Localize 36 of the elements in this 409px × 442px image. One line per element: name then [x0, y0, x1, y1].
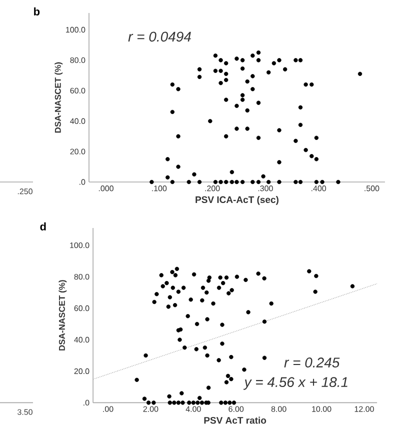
- y-tick-label: 100.0: [70, 242, 90, 248]
- annotation: r = 0.0494: [128, 32, 191, 42]
- x-tick-label: 12.00: [354, 406, 374, 412]
- x-tick-label: 10.00: [312, 406, 332, 412]
- x-tick-label: 6.00: [228, 406, 244, 412]
- x-axis-title: PSV AcT ratio: [204, 416, 266, 424]
- x-tick-label: 8.00: [271, 406, 286, 412]
- y-tick-label: 80.0: [74, 274, 90, 280]
- x-axis-title: PSV ICA-AcT (sec): [196, 196, 278, 205]
- x-tick-label: .300: [258, 186, 273, 192]
- x-tick-label: 2.00: [143, 406, 158, 412]
- chart-title: b: [34, 7, 40, 16]
- text: .250: [18, 188, 32, 194]
- x-tick-label: .100: [152, 186, 167, 192]
- x-tick-label: .400: [312, 186, 326, 192]
- text: 3.50: [18, 409, 32, 415]
- x-tick-label: 4.00: [186, 406, 201, 412]
- y-tick-label: .0: [80, 179, 86, 185]
- y-tick-label: 60.0: [74, 305, 90, 312]
- x-tick-label: .000: [98, 186, 114, 192]
- y-tick-label: 40.0: [74, 336, 90, 343]
- y-axis-title: DSA-NASCET (%): [54, 62, 63, 133]
- annotation: r = 0.245: [284, 358, 340, 368]
- chart-title: d: [40, 222, 46, 230]
- x-tick-label: .500: [364, 186, 380, 192]
- y-tick-label: 40.0: [70, 118, 86, 124]
- y-tick-label: 100.0: [66, 26, 86, 33]
- x-tick-label: .00: [103, 406, 114, 412]
- y-tick-label: 20.0: [74, 368, 90, 374]
- annotation: y = 4.56 x + 18.1: [243, 377, 348, 390]
- y-axis-title: DSA-NASCET (%): [58, 280, 67, 350]
- y-tick-label: .0: [84, 400, 90, 406]
- y-tick-label: 60.0: [70, 88, 86, 94]
- x-tick-label: .200: [205, 186, 220, 192]
- y-tick-label: 80.0: [70, 57, 86, 64]
- y-tick-label: 20.0: [70, 148, 86, 154]
